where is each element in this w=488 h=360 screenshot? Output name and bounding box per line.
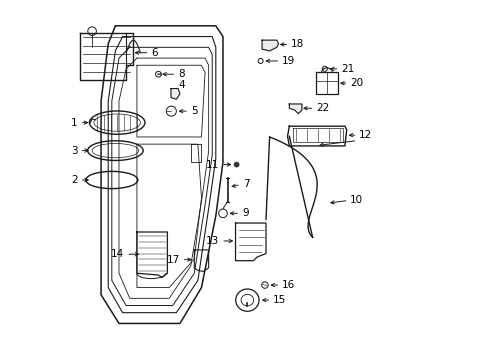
Text: 19: 19 xyxy=(282,56,295,66)
Text: 13: 13 xyxy=(206,236,219,246)
Polygon shape xyxy=(171,89,180,99)
Text: 22: 22 xyxy=(316,103,329,113)
Text: 17: 17 xyxy=(166,255,180,265)
Text: 5: 5 xyxy=(190,106,197,116)
Polygon shape xyxy=(262,40,278,51)
Text: 1: 1 xyxy=(71,118,78,128)
Text: 18: 18 xyxy=(290,40,304,49)
Text: 4: 4 xyxy=(178,80,184,90)
Text: 3: 3 xyxy=(71,145,78,156)
Text: 6: 6 xyxy=(151,48,158,58)
Text: 8: 8 xyxy=(178,69,184,79)
Text: 11: 11 xyxy=(206,159,219,170)
Text: 10: 10 xyxy=(349,195,363,206)
Text: 14: 14 xyxy=(111,249,124,259)
Text: 12: 12 xyxy=(359,130,372,140)
Circle shape xyxy=(234,162,239,167)
Text: 20: 20 xyxy=(349,78,363,88)
Text: 15: 15 xyxy=(273,295,286,305)
Text: 16: 16 xyxy=(282,280,295,290)
Text: 21: 21 xyxy=(341,64,354,74)
Text: 2: 2 xyxy=(71,175,78,185)
Text: 7: 7 xyxy=(242,179,249,189)
Text: 9: 9 xyxy=(242,208,248,219)
Polygon shape xyxy=(289,104,301,114)
